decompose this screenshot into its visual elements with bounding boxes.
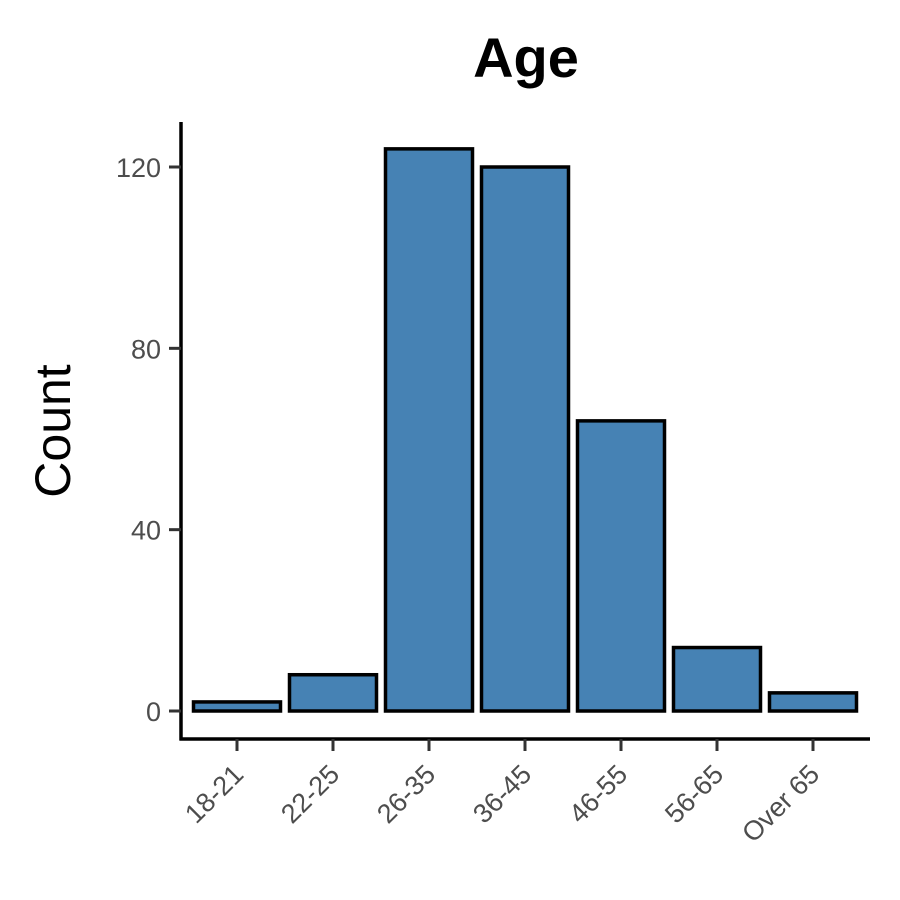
x-tick-label-22-25: 22-25 <box>275 759 345 829</box>
bar-36-45 <box>479 165 571 713</box>
bar-56-65 <box>671 645 763 713</box>
y-tick-label-0: 0 <box>146 697 161 727</box>
bar-26-35 <box>383 147 475 713</box>
y-tick-label-80: 80 <box>131 334 161 364</box>
x-tick-label-18-21: 18-21 <box>179 759 249 829</box>
bar-22-25 <box>287 672 379 713</box>
bar-18-21 <box>191 700 283 713</box>
x-tick-label-56-65: 56-65 <box>659 759 729 829</box>
y-axis-title: Count <box>25 364 81 498</box>
bar-over-65 <box>767 691 859 713</box>
x-tick-label-over-65: Over 65 <box>736 759 825 848</box>
x-tick-label-36-45: 36-45 <box>467 759 537 829</box>
y-tick-label-120: 120 <box>116 153 161 183</box>
chart-title: Age <box>473 26 579 89</box>
bar-46-55 <box>575 419 667 713</box>
x-tick-label-46-55: 46-55 <box>563 759 633 829</box>
plot-area: 0 40 80 120 18-21 22-25 26-35 36-45 46-55 56-65 Ov… <box>116 122 870 848</box>
y-tick-label-40: 40 <box>131 516 161 546</box>
x-tick-label-26-35: 26-35 <box>371 759 441 829</box>
